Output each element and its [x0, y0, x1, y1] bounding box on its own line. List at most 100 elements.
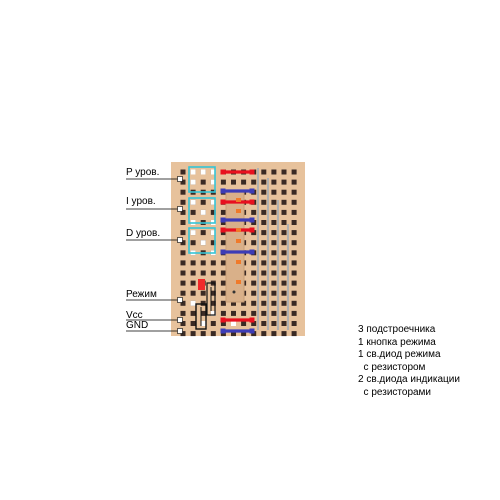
board-hole: [200, 310, 206, 316]
board-hole: [261, 240, 267, 246]
board-hole: [220, 280, 226, 286]
board-hole: [241, 331, 247, 337]
board-hole: [281, 290, 287, 296]
board-hole: [241, 300, 247, 306]
board-hole: [200, 270, 206, 276]
pin-marker: [236, 198, 241, 202]
board-hole: [281, 220, 287, 225]
board-hole: [261, 331, 267, 337]
board-hole: [261, 300, 267, 306]
board-hole: [291, 179, 297, 185]
board-hole: [291, 310, 297, 316]
board-hole: [291, 280, 297, 286]
board-hole: [281, 189, 287, 195]
board-hole: [210, 290, 216, 296]
board-hole: [180, 220, 186, 225]
board-hole: [200, 260, 206, 266]
board-hole: [210, 321, 216, 326]
board-hole: [180, 331, 186, 337]
board-hole: [271, 270, 277, 276]
board-hole: [281, 331, 287, 337]
board-hole: [261, 179, 267, 185]
board-hole: [210, 240, 216, 246]
note-line: 1 св.диод режима: [358, 349, 441, 361]
note-line: 3 подстроечника: [358, 324, 436, 335]
board-hole: [281, 321, 287, 326]
board-hole: [281, 179, 287, 185]
board-hole: [190, 280, 196, 286]
board-hole: [271, 321, 277, 326]
board-hole: [231, 300, 236, 306]
board-hole: [281, 310, 287, 316]
blue-wire-end: [220, 328, 226, 334]
edge-pad: [177, 317, 183, 323]
board-hole: [291, 331, 297, 337]
board-hole: [271, 300, 277, 306]
cut-hole: [210, 199, 216, 205]
board-hole: [271, 240, 277, 246]
board-hole: [261, 230, 267, 236]
board-hole: [261, 280, 267, 286]
board-hole: [190, 240, 196, 246]
board-hole: [200, 199, 206, 205]
board-hole: [190, 270, 196, 276]
board-hole: [281, 240, 287, 246]
board-hole: [291, 300, 297, 306]
board-hole: [291, 290, 297, 296]
board-hole: [231, 179, 236, 185]
red-wire-end: [249, 317, 255, 323]
board-hole: [200, 290, 206, 296]
board-hole: [261, 220, 267, 225]
board-hole: [251, 179, 257, 185]
board-hole: [190, 321, 196, 326]
pin-marker: [236, 209, 241, 213]
board-hole: [281, 270, 287, 276]
board-hole: [271, 199, 277, 205]
board-hole: [220, 179, 226, 185]
board-hole: [271, 189, 277, 195]
board-hole: [281, 169, 287, 175]
board-hole: [190, 209, 196, 215]
blue-wire-end: [249, 217, 255, 223]
board-hole: [180, 260, 186, 266]
board-hole: [271, 331, 277, 337]
pin-marker: [236, 228, 241, 232]
board-hole: [251, 310, 257, 316]
edge-pad: [177, 206, 183, 212]
board-hole: [210, 260, 216, 266]
note-line: с резисторами: [358, 386, 432, 398]
cut-hole: [200, 321, 206, 326]
board-hole: [281, 260, 287, 266]
cut-hole: [190, 199, 196, 205]
cut-hole: [231, 321, 236, 326]
red-wire-end: [249, 169, 255, 175]
board-hole: [251, 331, 257, 337]
chip-socket: [225, 189, 245, 303]
note-line: с резистором: [358, 361, 426, 373]
board-hole: [271, 169, 277, 175]
board-hole: [251, 260, 257, 266]
red-wire-end: [249, 199, 255, 205]
parts-notes: 3 подстроечника 1 кнопка режима 1 св.дио…: [358, 324, 460, 400]
pushbutton-icon: [195, 303, 207, 330]
blue-wire-end: [220, 188, 226, 194]
board-hole: [251, 321, 257, 326]
red-wire-end: [220, 169, 226, 175]
board-hole: [180, 169, 186, 175]
board-hole: [190, 290, 196, 296]
board-hole: [241, 179, 247, 185]
red-wire-end: [249, 227, 255, 233]
blue-wire-end: [220, 217, 226, 223]
label-leader-lines: [126, 176, 183, 334]
label-d-level: D уров.: [126, 228, 161, 239]
blue-wire-end: [249, 249, 255, 255]
board-hole: [200, 230, 206, 236]
board-hole: [180, 189, 186, 195]
board-hole: [180, 230, 186, 236]
blue-wire-end: [249, 188, 255, 194]
cut-hole: [210, 230, 216, 236]
board-hole: [261, 250, 267, 256]
label-vcc: Vcc: [126, 310, 143, 321]
board-hole: [251, 209, 257, 215]
board-hole: [271, 250, 277, 256]
